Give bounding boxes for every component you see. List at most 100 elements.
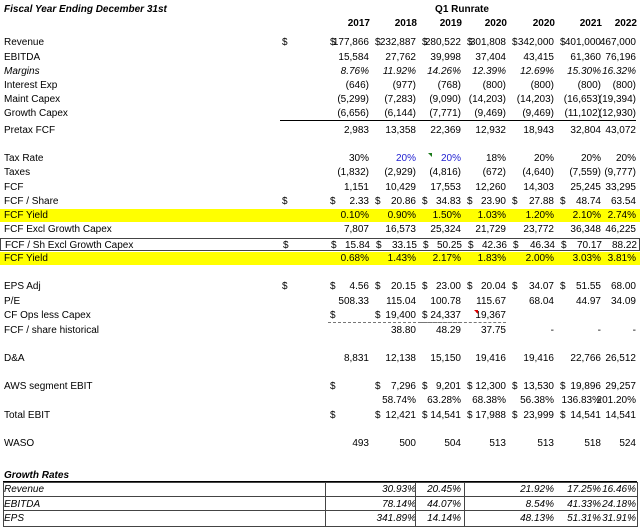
row-label[interactable]: FCF / share historical bbox=[4, 325, 100, 336]
value-cell[interactable]: 8.54% bbox=[465, 498, 554, 511]
value-cell[interactable]: 136.83% bbox=[510, 394, 601, 407]
value-cell[interactable]: $70.17 bbox=[511, 239, 602, 252]
value-cell[interactable]: $301,808 bbox=[420, 36, 506, 49]
value-cell[interactable]: 68.04 bbox=[465, 295, 554, 308]
value-cell[interactable]: (7,771) bbox=[373, 107, 461, 121]
value-cell[interactable]: $20.86 bbox=[328, 195, 416, 208]
value-cell[interactable]: (800) bbox=[510, 79, 601, 92]
year-header-cell[interactable]: 2020 bbox=[484, 18, 507, 29]
value-cell[interactable] bbox=[558, 309, 636, 322]
value-cell[interactable]: 20% bbox=[558, 152, 636, 165]
row-label[interactable]: FCF bbox=[4, 182, 24, 193]
value-cell[interactable]: 20.45% bbox=[373, 483, 461, 496]
value-cell[interactable]: 19,416 bbox=[420, 352, 506, 365]
value-cell[interactable]: 44.07% bbox=[373, 498, 461, 511]
value-cell[interactable]: $14,541 bbox=[558, 409, 636, 422]
value-cell[interactable]: 36,348 bbox=[510, 223, 601, 236]
value-cell[interactable]: 26,512 bbox=[558, 352, 636, 365]
value-cell[interactable]: 39,998 bbox=[373, 51, 461, 64]
value-cell[interactable]: $88.22 bbox=[559, 239, 637, 252]
value-cell[interactable]: $51.55 bbox=[510, 280, 601, 293]
row-label[interactable]: FCF Yield bbox=[4, 210, 48, 221]
value-cell[interactable]: $19,896 bbox=[510, 380, 601, 393]
value-cell[interactable]: $48.74 bbox=[510, 195, 601, 208]
row-label[interactable]: Total EBIT bbox=[4, 410, 51, 421]
value-cell[interactable]: 20% bbox=[328, 152, 416, 165]
value-cell[interactable]: 2.17% bbox=[373, 252, 461, 265]
value-cell[interactable]: 1,151 bbox=[280, 181, 369, 194]
value-cell[interactable]: 68.38% bbox=[420, 394, 506, 407]
value-cell[interactable]: 20% bbox=[465, 152, 554, 165]
value-cell[interactable]: 19,416 bbox=[465, 352, 554, 365]
value-cell[interactable]: $29,257 bbox=[558, 380, 636, 393]
value-cell[interactable]: 493 bbox=[280, 437, 369, 450]
value-cell[interactable]: 2,983 bbox=[280, 124, 369, 137]
row-label[interactable]: FCF Yield bbox=[4, 253, 48, 264]
value-cell[interactable]: 2.10% bbox=[510, 209, 601, 222]
value-cell[interactable]: 12.39% bbox=[420, 65, 506, 78]
row-label[interactable]: CF Ops less Capex bbox=[4, 310, 91, 321]
value-cell[interactable]: (4,640) bbox=[465, 166, 554, 179]
value-cell[interactable]: 513 bbox=[465, 437, 554, 450]
row-label[interactable]: FCF / Sh Excl Growth Capex bbox=[5, 240, 134, 251]
value-cell[interactable]: 341.89% bbox=[328, 512, 416, 525]
value-cell[interactable]: $401,000 bbox=[510, 36, 601, 49]
year-header-cell[interactable]: 2019 bbox=[439, 18, 462, 29]
row-label[interactable]: P/E bbox=[4, 296, 21, 307]
value-cell[interactable]: $2.33 bbox=[280, 195, 369, 208]
value-cell[interactable]: (9,090) bbox=[373, 93, 461, 106]
row-label[interactable]: Maint Capex bbox=[4, 94, 61, 105]
row-label[interactable]: FCF Excl Growth Capex bbox=[4, 224, 112, 235]
value-cell[interactable]: 0.90% bbox=[328, 209, 416, 222]
value-cell[interactable]: 56.38% bbox=[465, 394, 554, 407]
value-cell[interactable]: (800) bbox=[420, 79, 506, 92]
value-cell[interactable]: 2.00% bbox=[465, 252, 554, 265]
row-label[interactable]: Taxes bbox=[4, 167, 31, 178]
value-cell[interactable]: $19,400 bbox=[328, 309, 416, 323]
value-cell[interactable]: 63.28% bbox=[373, 394, 461, 407]
value-cell[interactable]: $14,541 bbox=[373, 409, 461, 422]
year-header-cell[interactable]: 2020 bbox=[532, 18, 555, 29]
value-cell[interactable]: 1.50% bbox=[373, 209, 461, 222]
value-cell[interactable]: 15.30% bbox=[510, 65, 601, 78]
value-cell[interactable]: 18,943 bbox=[465, 124, 554, 137]
value-cell[interactable]: 0.68% bbox=[280, 252, 369, 265]
value-cell[interactable]: 12.69% bbox=[465, 65, 554, 78]
value-cell[interactable]: 17,553 bbox=[373, 181, 461, 194]
value-cell[interactable]: 37,404 bbox=[420, 51, 506, 64]
value-cell[interactable]: (11,102) bbox=[510, 107, 601, 121]
value-cell[interactable]: (977) bbox=[328, 79, 416, 92]
value-cell[interactable]: 43,415 bbox=[465, 51, 554, 64]
row-label[interactable]: WASO bbox=[4, 438, 35, 449]
value-cell[interactable]: $232,887 bbox=[328, 36, 416, 49]
value-cell[interactable]: $12,421 bbox=[328, 409, 416, 422]
value-cell[interactable]: 23,772 bbox=[465, 223, 554, 236]
year-header-cell[interactable]: 2018 bbox=[394, 18, 417, 29]
value-cell[interactable]: 0.10% bbox=[280, 209, 369, 222]
comment-indicator-icon[interactable] bbox=[474, 310, 478, 314]
value-cell[interactable]: 11.92% bbox=[328, 65, 416, 78]
value-cell[interactable]: 14,303 bbox=[465, 181, 554, 194]
row-label[interactable]: Tax Rate bbox=[4, 153, 44, 164]
value-cell[interactable]: $19,367 bbox=[420, 309, 506, 323]
value-cell[interactable]: $20.04 bbox=[420, 280, 506, 293]
value-cell[interactable]: 16.32% bbox=[558, 65, 636, 78]
value-cell[interactable]: 22,369 bbox=[373, 124, 461, 137]
row-label[interactable]: EBITDA bbox=[4, 52, 41, 63]
value-cell[interactable]: $14,541 bbox=[510, 409, 601, 422]
value-cell[interactable]: 518 bbox=[510, 437, 601, 450]
value-cell[interactable]: $34.83 bbox=[373, 195, 461, 208]
value-cell[interactable]: 12,138 bbox=[328, 352, 416, 365]
value-cell[interactable]: 43,072 bbox=[558, 124, 636, 137]
value-cell[interactable]: 48.29 bbox=[373, 324, 461, 337]
value-cell[interactable]: $33.15 bbox=[329, 239, 417, 252]
value-cell[interactable]: 78.14% bbox=[328, 498, 416, 511]
value-cell[interactable]: 524 bbox=[558, 437, 636, 450]
value-cell[interactable]: 500 bbox=[328, 437, 416, 450]
value-cell[interactable]: (9,469) bbox=[465, 107, 554, 121]
value-cell[interactable]: $27.88 bbox=[465, 195, 554, 208]
value-cell[interactable]: (12,930) bbox=[558, 107, 636, 121]
comment-indicator-icon[interactable] bbox=[428, 153, 432, 157]
value-cell[interactable]: 21,729 bbox=[420, 223, 506, 236]
value-cell[interactable]: $20.15 bbox=[328, 280, 416, 293]
